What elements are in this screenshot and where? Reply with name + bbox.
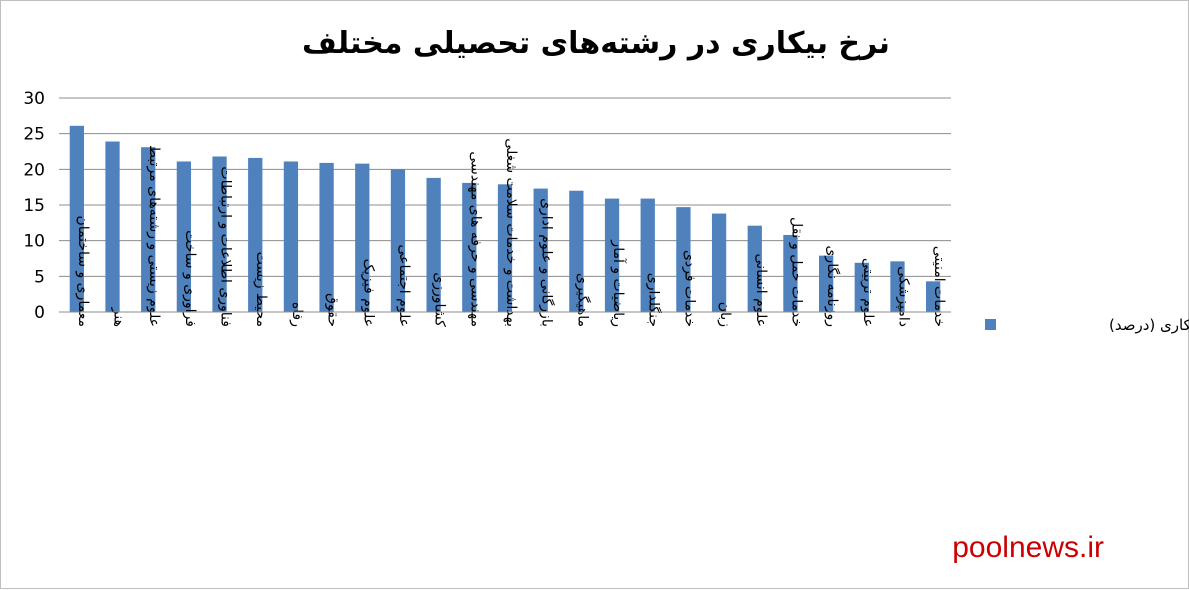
bar <box>747 225 762 312</box>
category-label: روزنامه نگاری <box>824 245 841 327</box>
category-label: خدمات فردی <box>681 250 697 327</box>
category-label: ماهیگیری <box>574 273 591 327</box>
category-labels: معماری و ساختمان هنر علوم زیستی و رشته‌های… <box>75 138 947 327</box>
category-label: فناوری اطلاعات و ارتباطات <box>218 166 234 327</box>
watermark-text: poolnews.ir <box>952 531 1104 564</box>
bar <box>212 156 227 312</box>
category-label: علوم زیستی و رشته‌های مرتبط <box>146 145 162 327</box>
category-label: خدمات امنیتی <box>931 246 947 327</box>
category-label: علوم تربیتی <box>860 258 876 327</box>
bar <box>783 234 798 312</box>
category-label: بازرگانی و علوم اداری <box>539 198 556 327</box>
bar <box>462 182 477 312</box>
category-label: مهندسی و حرفه های مهندسی <box>467 151 483 327</box>
bar <box>533 188 548 312</box>
bar <box>497 184 513 312</box>
bar <box>604 198 620 312</box>
category-label: رفاه <box>289 302 305 327</box>
bar <box>390 169 406 312</box>
bar <box>890 261 905 312</box>
legend: نرخ بیکاری (درصد) <box>985 316 1189 334</box>
category-label: دامپزشکی <box>895 266 911 327</box>
category-label: جنگلداری <box>646 273 663 327</box>
bar <box>426 177 441 312</box>
category-label: حقوق <box>325 293 341 327</box>
bar <box>640 198 655 312</box>
bar <box>105 141 120 312</box>
legend-swatch <box>985 319 996 330</box>
category-label: علوم انسانی <box>753 254 769 327</box>
category-label: معماری و ساختمان <box>75 215 91 327</box>
bar <box>319 162 334 312</box>
legend-label: نرخ بیکاری (درصد) <box>1109 316 1189 334</box>
bars <box>69 125 941 312</box>
category-label: کشاورزی <box>432 272 448 327</box>
category-label: هنر <box>111 307 127 327</box>
category-label: زبان <box>717 302 733 327</box>
bar <box>569 190 584 312</box>
bar <box>676 207 691 312</box>
bar <box>854 262 869 312</box>
category-label: بهداشت و خدمات سلامت شغلی <box>503 138 519 327</box>
y-tick-label: 5 <box>34 267 45 287</box>
y-tick-label: 0 <box>34 303 45 323</box>
bar <box>69 125 84 312</box>
category-label: خدمات حمل و نقل <box>788 217 804 327</box>
category-label: فراوری و ساخت <box>182 230 198 327</box>
y-tick-label: 10 <box>23 232 45 252</box>
bar <box>355 163 370 312</box>
bar <box>711 213 727 312</box>
y-tick-label: 25 <box>23 125 45 145</box>
category-label: علوم اجتماعی <box>396 245 412 328</box>
y-axis-ticks: 0 5 10 15 20 25 30 <box>23 89 45 323</box>
bar <box>283 161 299 312</box>
bar <box>176 161 192 312</box>
chart-title: نرخ بیکاری در رشته‌های تحصیلی مختلف <box>302 26 890 61</box>
y-tick-label: 30 <box>23 89 45 109</box>
bar <box>818 255 834 312</box>
bar <box>141 147 156 312</box>
y-tick-label: 15 <box>23 196 45 216</box>
category-label: علوم فیزیک <box>360 259 376 327</box>
y-tick-label: 20 <box>23 160 45 180</box>
category-label: محیط زیست <box>253 252 269 327</box>
category-label: ریاضیات و آمار <box>610 239 627 327</box>
bar <box>926 281 941 312</box>
bar <box>248 157 263 312</box>
